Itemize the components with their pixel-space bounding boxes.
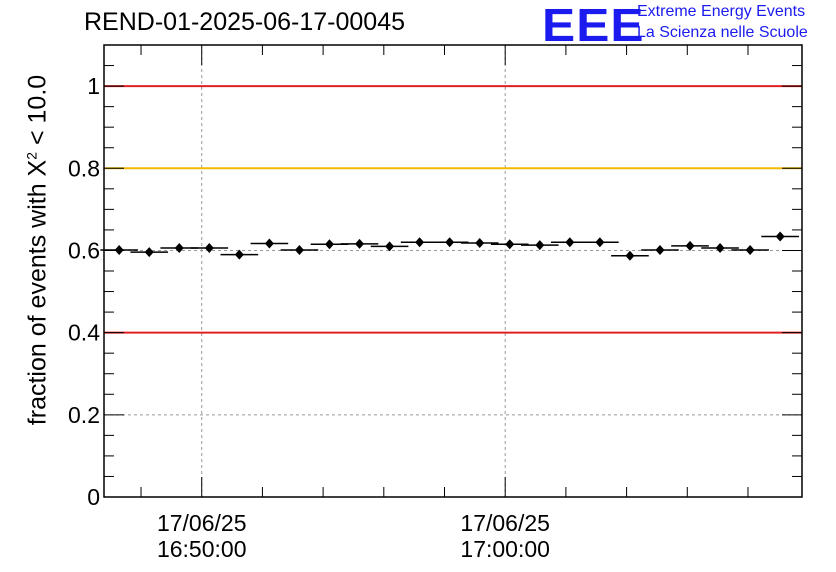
data-point [505, 239, 515, 250]
plot-frame [103, 44, 803, 498]
y-tick-label: 1 [87, 73, 100, 99]
x-tick-label: 17/06/25 16:50:00 [122, 510, 282, 562]
logo-text-line1: Extreme Energy Events [637, 3, 806, 20]
data-point [565, 237, 575, 248]
y-tick-label: 0.8 [68, 155, 100, 181]
data-point [264, 238, 274, 249]
y-tick-label: 0.4 [68, 320, 100, 346]
x-tick-label: 17/06/25 17:00:00 [425, 510, 585, 562]
x-tick-label-time: 16:50:00 [156, 536, 247, 562]
data-point [475, 238, 485, 249]
data-point [355, 238, 365, 249]
data-point [204, 242, 214, 253]
data-point [415, 237, 425, 248]
data-point [775, 231, 785, 242]
data-point [595, 237, 605, 248]
data-point [745, 245, 755, 256]
chart-title: REND-01-2025-06-17-00045 [84, 8, 406, 36]
data-point [715, 242, 725, 253]
data-point [144, 247, 154, 258]
x-tick-label-date: 17/06/25 [460, 510, 550, 536]
logo-text-line2: La Scienza nelle Scuole [637, 24, 808, 41]
y-tick-label: 0.6 [68, 237, 100, 263]
data-point [114, 245, 124, 256]
eee-logo: EEE [542, 0, 645, 51]
data-point [174, 242, 184, 253]
data-point [385, 241, 395, 252]
data-point [234, 249, 244, 260]
data-point [625, 250, 635, 261]
x-tick-label-time: 17:00:00 [460, 536, 550, 562]
y-tick-label: 0 [87, 484, 100, 510]
x-tick-label-date: 17/06/25 [156, 510, 247, 536]
data-point [445, 237, 455, 248]
data-point [294, 245, 304, 256]
data-point [535, 240, 545, 251]
y-tick-label: 0.2 [68, 402, 100, 428]
data-point [655, 245, 665, 256]
data-point [324, 239, 334, 250]
data-point [685, 240, 695, 251]
